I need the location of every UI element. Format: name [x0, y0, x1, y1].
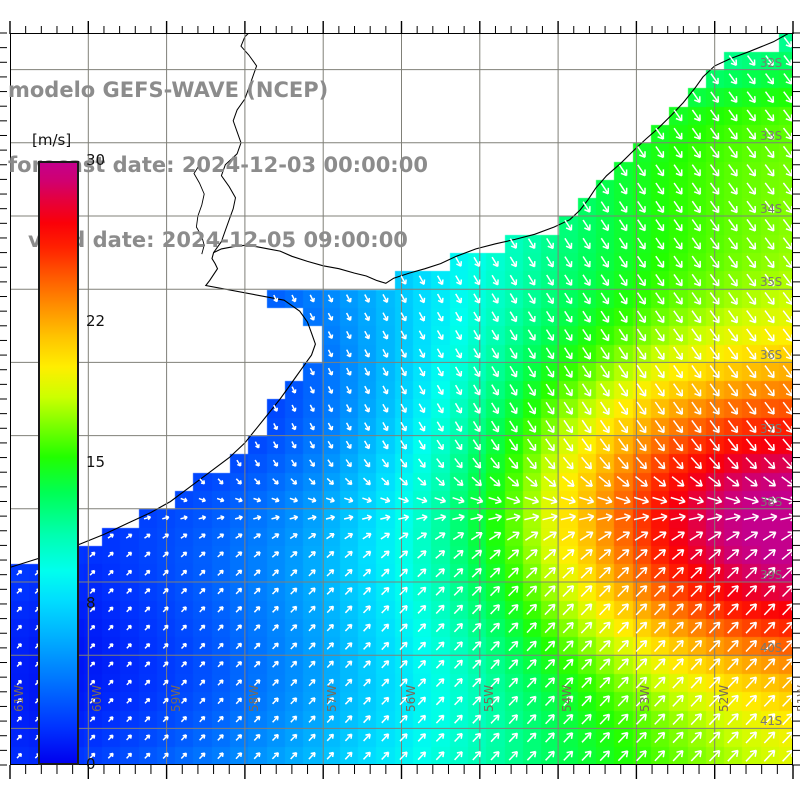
lon-label-61w: 61W — [12, 684, 26, 712]
graticule-layer — [10, 33, 793, 765]
lon-label-58w: 58W — [246, 684, 261, 712]
lon-label-60w: 60W — [90, 684, 105, 712]
lon-label-53w: 53W — [638, 684, 653, 712]
axis-top — [9, 21, 794, 34]
colorbar-tick-0: 0 — [86, 755, 96, 773]
axis-right — [792, 32, 800, 766]
lat-label-33s: 33S — [760, 128, 782, 143]
lat-label-39s: 39S — [760, 568, 782, 582]
lat-label-41s: 41S — [760, 714, 782, 729]
coastline-layer — [10, 33, 790, 568]
lat-label-32s: 32S — [760, 55, 782, 70]
lat-label-34s: 34S — [760, 202, 782, 216]
lon-label-57w: 57W — [325, 684, 340, 712]
colorbar-tick-22: 22 — [86, 312, 106, 331]
colorbar-tick-30: 30 — [86, 151, 106, 169]
colorbar-tick-8: 8 — [86, 593, 96, 612]
lon-label-54w: 54W — [560, 684, 575, 712]
lat-label-36s: 36S — [760, 348, 782, 363]
lat-label-35s: 35S — [760, 275, 782, 290]
axis-left — [0, 32, 7, 766]
lon-label-56w: 56W — [403, 684, 418, 712]
map-plot-area[interactable] — [10, 33, 793, 765]
lat-label-38s: 38S — [760, 494, 782, 509]
colorbar-unit-label: [m/s] — [32, 131, 72, 149]
wind-direction-arrows — [16, 36, 793, 762]
colorbar-tick-15: 15 — [86, 453, 106, 471]
lon-label-52w: 52W — [716, 684, 731, 712]
colorbar[interactable]: 30 22 15 8 0 — [38, 151, 105, 773]
colorbar-gradient — [38, 161, 79, 765]
lat-label-40s: 40S — [760, 641, 782, 656]
lon-label-59w: 59W — [168, 684, 183, 712]
lon-label-55w: 55W — [481, 684, 496, 712]
lat-label-37s: 37S — [760, 421, 782, 436]
axis-bottom — [9, 765, 794, 779]
lon-label-51w: 51W — [795, 684, 800, 712]
